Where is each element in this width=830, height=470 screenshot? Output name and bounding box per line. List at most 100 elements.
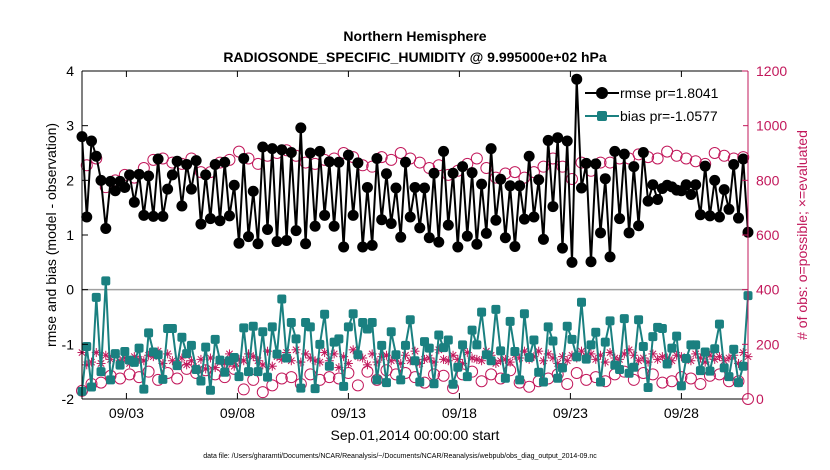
bias-point xyxy=(315,339,325,349)
bias-point xyxy=(400,340,410,350)
bias-point xyxy=(477,307,487,317)
rmse-point xyxy=(100,222,112,234)
bias-point xyxy=(615,364,625,374)
x-axis-label: Sep.01,2014 00:00:00 start xyxy=(331,427,500,443)
bias-point xyxy=(510,346,520,356)
bias-point xyxy=(263,372,273,382)
rmse-point xyxy=(390,182,402,194)
obs-possible-point xyxy=(580,373,593,386)
rmse-point xyxy=(561,135,573,147)
rmse-point xyxy=(433,236,445,248)
bias-point xyxy=(215,355,225,365)
rmse-point xyxy=(604,251,616,263)
rmse-point xyxy=(642,195,654,207)
obs-possible-point xyxy=(285,371,298,384)
rmse-point xyxy=(162,183,174,195)
asterisk-stroke xyxy=(197,355,205,363)
bias-point xyxy=(196,376,206,386)
bias-point xyxy=(733,378,743,388)
rmse-point xyxy=(276,144,288,156)
asterisk-stroke xyxy=(411,347,419,355)
bias-point xyxy=(191,364,201,374)
obs-possible-point xyxy=(385,153,398,166)
bias-point xyxy=(343,322,353,332)
rmse-point xyxy=(614,213,626,225)
bias-point xyxy=(348,309,358,319)
rmse-point xyxy=(304,147,316,159)
bias-point xyxy=(239,323,249,333)
rmse-point xyxy=(466,167,478,179)
asterisk-stroke xyxy=(506,358,514,366)
obs-possible-point xyxy=(323,371,336,384)
legend-rmse-marker xyxy=(596,87,608,99)
y-tick-label: 0 xyxy=(66,282,74,298)
footnote: data file: /Users/gharamti/Documents/NCA… xyxy=(203,453,597,460)
rmse-point xyxy=(471,238,483,250)
bias-point xyxy=(505,316,515,326)
rmse-point xyxy=(271,236,283,248)
bias-point xyxy=(619,314,629,324)
bias-point xyxy=(491,304,501,314)
obs-possible-point xyxy=(80,159,93,172)
rmse-point xyxy=(637,146,649,158)
bias-point xyxy=(120,346,130,356)
obs-possible-point xyxy=(437,369,450,382)
rmse-point xyxy=(147,210,159,222)
rmse-point xyxy=(247,185,259,197)
y-axis-label-right: # of obs: o=possible; ×=evaluated xyxy=(794,130,810,340)
bias-point xyxy=(724,372,734,382)
obs-possible-point xyxy=(123,368,136,381)
bias-point xyxy=(234,372,244,382)
rmse-point xyxy=(171,155,183,167)
rmse-point xyxy=(109,185,121,197)
rmse-point xyxy=(523,150,535,162)
bias-point xyxy=(629,362,639,372)
obs-possible-point xyxy=(680,152,693,165)
y-tick-label-right: 400 xyxy=(756,282,780,298)
rmse-point xyxy=(552,132,564,144)
obs-evaluated-point xyxy=(648,349,658,359)
rmse-point xyxy=(376,214,388,226)
bias-point xyxy=(529,335,539,345)
rmse-point xyxy=(281,234,293,246)
rmse-point xyxy=(566,256,578,268)
rmse-point xyxy=(633,220,645,232)
rmse-point xyxy=(647,179,659,191)
asterisk-stroke xyxy=(292,346,300,354)
bias-point xyxy=(205,385,215,395)
obs-possible-point xyxy=(470,152,483,165)
bias-point xyxy=(320,309,330,319)
obs-possible-point xyxy=(627,373,640,386)
rmse-point xyxy=(238,152,250,164)
rmse-point xyxy=(124,169,136,181)
bias-point xyxy=(443,335,453,345)
rmse-point xyxy=(328,220,340,232)
rmse-point xyxy=(399,156,411,168)
rmse-point xyxy=(728,158,740,170)
bias-point xyxy=(662,359,672,369)
bias-point xyxy=(562,321,572,331)
rmse-point xyxy=(195,218,207,230)
bias-point xyxy=(391,350,401,360)
bias-point xyxy=(158,374,168,384)
rmse-point xyxy=(442,219,454,231)
bias-point xyxy=(129,357,139,367)
rmse-point xyxy=(119,181,131,193)
obs-possible-point xyxy=(351,379,364,392)
rmse-point xyxy=(595,227,607,239)
rmse-point xyxy=(90,150,102,162)
y-tick-label: 3 xyxy=(66,118,74,134)
bias-point xyxy=(486,356,496,366)
bias-point xyxy=(519,309,529,319)
rmse-point xyxy=(347,209,359,221)
bias-point xyxy=(134,343,144,353)
bias-point xyxy=(515,375,525,385)
asterisk-stroke xyxy=(206,354,214,362)
obs-possible-point xyxy=(171,372,184,385)
y-tick-label-right: 200 xyxy=(756,336,780,352)
bias-point xyxy=(91,292,101,302)
y-tick-label: 2 xyxy=(66,172,74,188)
rmse-point xyxy=(694,209,706,221)
asterisk-stroke xyxy=(259,361,267,369)
asterisk-stroke xyxy=(492,359,500,368)
